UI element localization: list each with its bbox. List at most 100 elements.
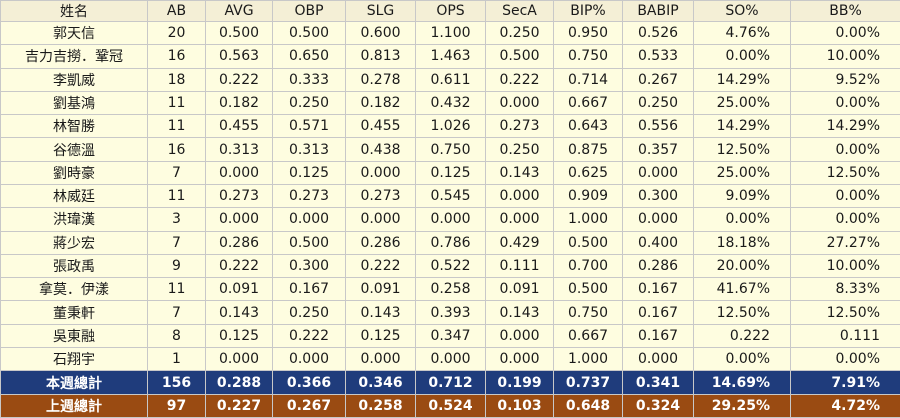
table-cell: 10.00% <box>790 44 900 69</box>
table-cell: 14.29% <box>693 67 791 92</box>
table-cell: 0.357 <box>622 137 694 162</box>
table-cell: 0.250 <box>485 137 554 162</box>
table-cell: 0.286 <box>205 230 273 255</box>
table-cell: 0.125 <box>345 323 416 348</box>
player-row: 李凱威 18 0.222 0.333 0.278 0.611 0.222 0.714 0.267… <box>0 67 900 92</box>
table-cell: 1.026 <box>415 114 486 139</box>
table-cell: 0.556 <box>622 114 694 139</box>
table-cell: 本週總計 <box>0 370 148 395</box>
table-cell: 洪瑋漢 <box>0 207 148 232</box>
table-cell: OBP <box>272 0 346 22</box>
table-cell: 0.526 <box>622 20 694 46</box>
table-cell: 11 <box>147 114 206 139</box>
table-cell: 1 <box>147 346 206 372</box>
table-cell: 0.324 <box>622 393 694 418</box>
table-cell: 0.700 <box>553 253 623 279</box>
table-cell: 拿莫．伊漾 <box>0 277 148 302</box>
player-row: 張政禹 9 0.222 0.300 0.222 0.522 0.111 0.700 0.286 2… <box>0 253 900 279</box>
table-cell: 0.000 <box>415 346 486 372</box>
table-cell: 10.00% <box>790 253 900 279</box>
table-cell: 4.76% <box>693 20 791 46</box>
table-cell: 11 <box>147 277 206 302</box>
table-cell: 1.000 <box>553 207 623 232</box>
table-cell: 吉力吉撈．鞏冠 <box>0 44 148 69</box>
table-cell: 0.714 <box>553 67 623 92</box>
table-cell: 0.267 <box>622 67 694 92</box>
table-cell: 0.346 <box>345 370 416 395</box>
table-cell: 8 <box>147 323 206 348</box>
table-cell: SecA <box>485 0 554 22</box>
table-cell: SLG <box>345 0 416 22</box>
table-cell: 0.167 <box>622 300 694 325</box>
table-cell: 9 <box>147 253 206 279</box>
table-cell: 0.438 <box>345 137 416 162</box>
table-cell: 0.000 <box>345 160 416 185</box>
table-cell: 0.432 <box>415 90 486 116</box>
table-cell: 0.000 <box>485 90 554 116</box>
table-cell: 18 <box>147 67 206 92</box>
table-cell: 董秉軒 <box>0 300 148 325</box>
table-cell: 0.000 <box>485 323 554 348</box>
table-cell: 0.167 <box>622 277 694 302</box>
table-cell: 11 <box>147 90 206 116</box>
header-row: 姓名 AB AVG OBP SLG OPS SecA BIP% BABIP SO% BB% <box>0 0 900 22</box>
table-cell: 0.267 <box>272 393 346 418</box>
table-cell: 20 <box>147 20 206 46</box>
table-cell: 0.571 <box>272 114 346 139</box>
table-cell: 0.500 <box>553 230 623 255</box>
table-cell: 156 <box>147 370 206 395</box>
table-cell: 0.455 <box>205 114 273 139</box>
table-cell: 12.50% <box>693 137 791 162</box>
table-cell: 14.29% <box>790 114 900 139</box>
table-cell: 0.750 <box>415 137 486 162</box>
table-cell: 0.222 <box>205 253 273 279</box>
table-cell: 0.222 <box>345 253 416 279</box>
total-row: 上週總計 97 0.227 0.267 0.258 0.524 0.103 0.648 0.32… <box>0 393 900 418</box>
table-cell: 0.000 <box>622 160 694 185</box>
table-cell: 0.522 <box>415 253 486 279</box>
table-cell: 1.100 <box>415 20 486 46</box>
table-cell: 0.648 <box>553 393 623 418</box>
table-cell: 0.545 <box>415 183 486 209</box>
table-cell: 林威廷 <box>0 183 148 209</box>
table-cell: 0.273 <box>272 183 346 209</box>
table-cell: 0.341 <box>622 370 694 395</box>
table-cell: 0.258 <box>415 277 486 302</box>
table-cell: 12.50% <box>790 300 900 325</box>
table-cell: 李凱威 <box>0 67 148 92</box>
table-cell: 0.000 <box>485 346 554 372</box>
table-cell: 0.091 <box>485 277 554 302</box>
table-cell: 0.000 <box>485 183 554 209</box>
table-cell: 0.111 <box>485 253 554 279</box>
player-row: 蔣少宏 7 0.286 0.500 0.286 0.786 0.429 0.500 0.400 1… <box>0 230 900 255</box>
table-cell: 0.000 <box>345 346 416 372</box>
table-cell: 0.000 <box>205 346 273 372</box>
table-cell: 劉基鴻 <box>0 90 148 116</box>
table-cell: 0.737 <box>553 370 623 395</box>
player-rows: 郭天信 20 0.500 0.500 0.600 1.100 0.250 0.950 0.526… <box>0 20 900 372</box>
player-row: 吳東融 8 0.125 0.222 0.125 0.347 0.000 0.667 0.167 0… <box>0 323 900 348</box>
table-cell: 谷德溫 <box>0 137 148 162</box>
table-cell: 0.278 <box>345 67 416 92</box>
table-cell: 蔣少宏 <box>0 230 148 255</box>
table-cell: 0.650 <box>272 44 346 69</box>
table-cell: 0.222 <box>693 323 791 348</box>
table-cell: AVG <box>205 0 273 22</box>
table-cell: 0.00% <box>790 346 900 372</box>
player-row: 洪瑋漢 3 0.000 0.000 0.000 0.000 0.000 1.000 0.000 0… <box>0 207 900 232</box>
table-cell: 7 <box>147 300 206 325</box>
table-cell: 0.000 <box>485 207 554 232</box>
table-cell: 0.500 <box>272 230 346 255</box>
table-cell: 0.750 <box>553 44 623 69</box>
table-cell: 0.667 <box>553 323 623 348</box>
table-cell: 0.091 <box>205 277 273 302</box>
table-cell: 97 <box>147 393 206 418</box>
table-cell: 0.393 <box>415 300 486 325</box>
table-cell: 0.125 <box>272 160 346 185</box>
table-cell: SO% <box>693 0 791 22</box>
table-cell: BABIP <box>622 0 694 22</box>
table-cell: 0.875 <box>553 137 623 162</box>
table-cell: 0.300 <box>272 253 346 279</box>
table-cell: 0.00% <box>693 207 791 232</box>
